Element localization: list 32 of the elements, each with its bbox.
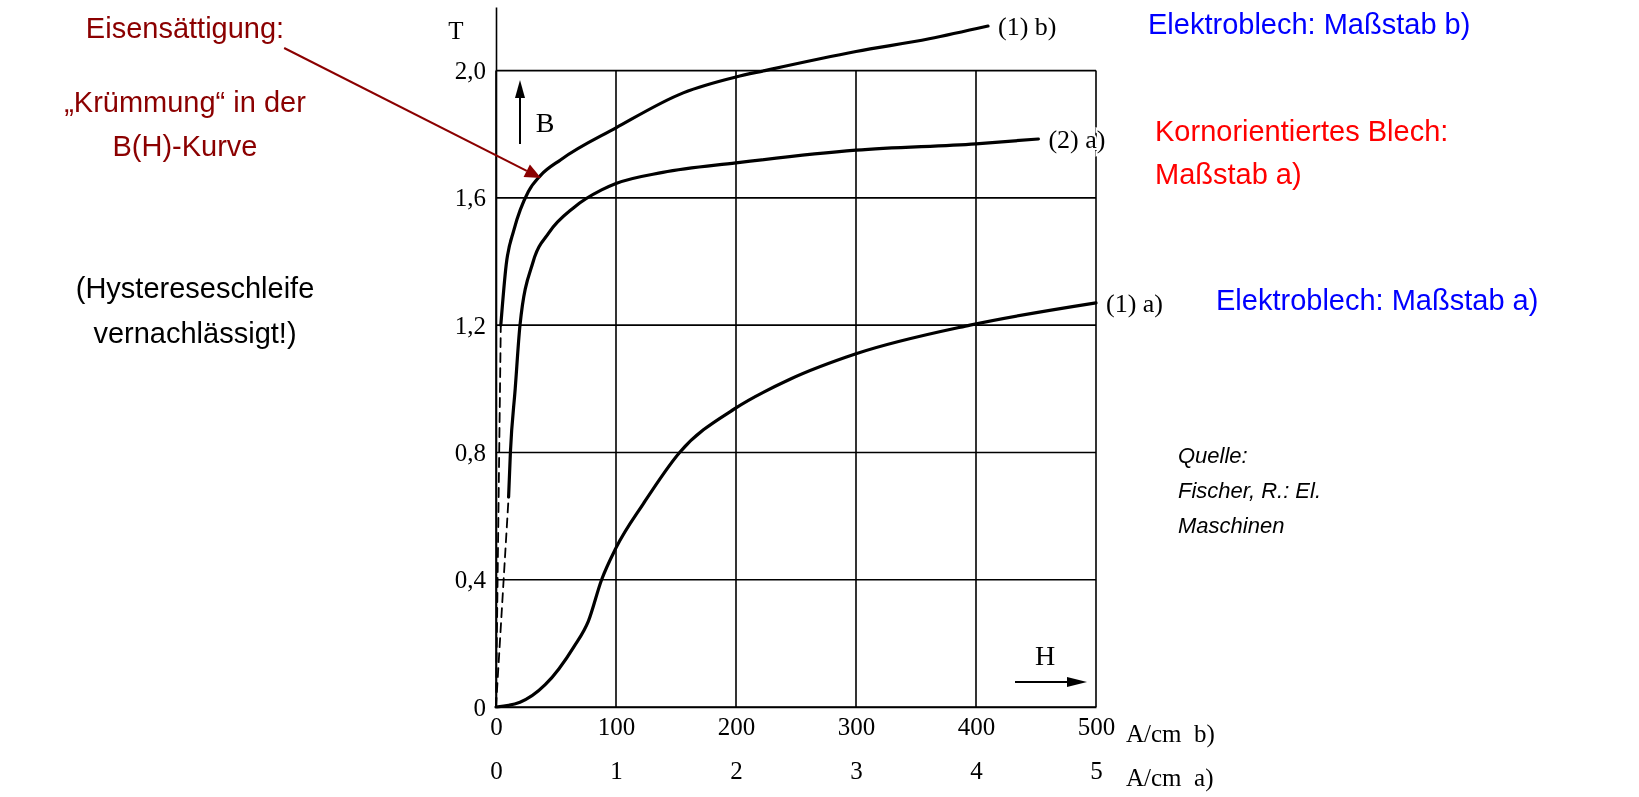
text: Elektroblech: Maßstab b) [1148, 8, 1471, 40]
x2-tick-label: 1 [610, 756, 623, 784]
text: Eisensättigung: [85, 12, 285, 44]
series-label: (1) a) [1106, 288, 1164, 318]
x2-tick-label: 4 [970, 756, 984, 784]
x2-axis-title: A/cm a) [1126, 764, 1214, 792]
x2-tick-label: 5 [1090, 756, 1103, 784]
y-tick-label: 1,2 [454, 311, 486, 339]
x-tick-label: 300 [837, 712, 876, 740]
x2-tick-label: 0 [490, 756, 503, 784]
x-tick-label: 100 [597, 712, 636, 740]
text: Kornorientiertes Blech: Maßstab a) [1155, 115, 1449, 190]
text: „Krümmung“ in der B(H)-Kurve [64, 86, 307, 162]
x2-tick-label: 2 [730, 756, 743, 784]
x2-tick-label: 3 [850, 756, 863, 784]
x-tick-label: 500 [1077, 712, 1116, 740]
x-axis-title: A/cm b) [1126, 720, 1215, 748]
source-note: Quelle: Fischer, R.: El. Maschinen [1178, 443, 1322, 538]
y-tick-label: 1,6 [454, 184, 486, 212]
x-tick-label: 200 [717, 712, 756, 740]
text: Elektroblech: Maßstab a) [1216, 284, 1539, 316]
series-label: (1) b) [998, 12, 1057, 42]
y-tick-label: 0,8 [454, 438, 486, 466]
y-tick-label: 0 [473, 693, 486, 721]
y-tick-label: 2,0 [454, 57, 486, 85]
text: (Hystereseschleife vernachlässigt!) [75, 272, 315, 349]
y-tick-label: 0,4 [454, 566, 487, 594]
annotation: B [535, 107, 555, 138]
x-tick-label: 400 [957, 712, 996, 740]
y-axis-title: T [448, 16, 464, 44]
x-tick-label: 0 [490, 712, 503, 740]
annotation: H [1034, 640, 1056, 671]
